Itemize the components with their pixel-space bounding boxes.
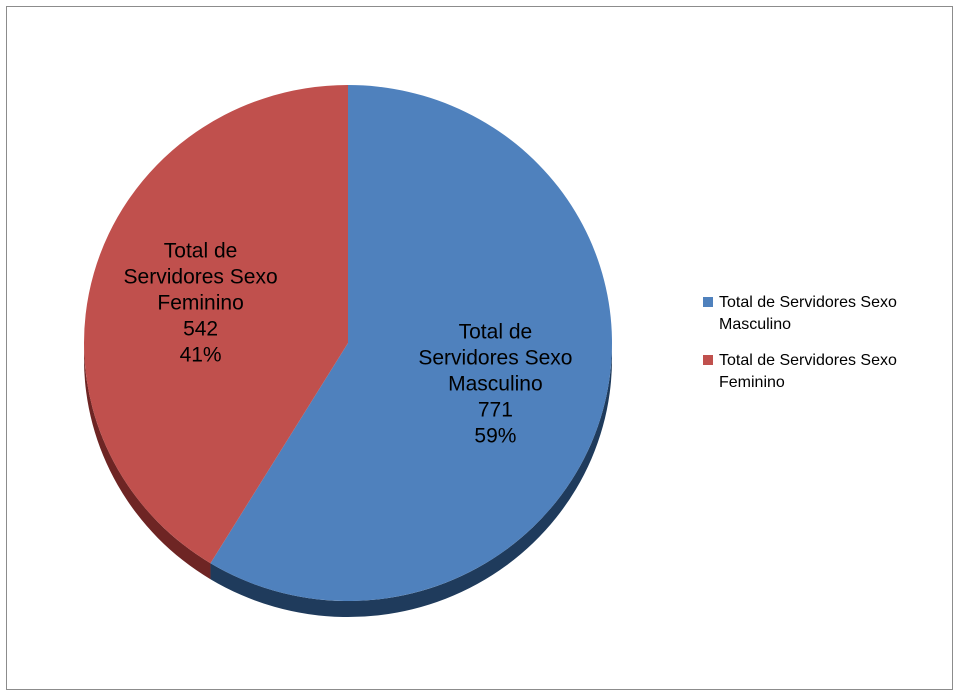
slice-label-0-line-4: 59% [474,424,516,447]
slice-label-1-line-1: Servidores Sexo [124,266,278,289]
slice-label-0-line-3: 771 [478,398,513,421]
slice-label-0-line-2: Masculino [448,372,543,395]
slice-label-1-line-2: Feminino [157,292,243,315]
pie-slices [84,85,613,602]
slice-label-1-line-0: Total de [164,240,238,263]
legend: Total de Servidores Sexo Masculino Total… [703,292,943,408]
legend-item-feminino: Total de Servidores Sexo Feminino [703,350,943,394]
pie-side-0 [210,343,612,618]
legend-swatch-feminino [703,355,713,365]
legend-item-masculino: Total de Servidores Sexo Masculino [703,292,943,336]
pie-slice-1 [84,85,348,564]
pie-3d-sides [83,343,612,618]
slice-label-0-line-0: Total de [459,320,533,343]
legend-label-masculino: Total de Servidores Sexo Masculino [719,294,897,333]
legend-label-feminino: Total de Servidores Sexo Feminino [719,352,897,391]
pie-slice-0 [210,85,613,602]
pie-data-labels: Total de Servidores Sexo Masculino 771 59% To… [124,240,573,448]
slice-label-1-line-3: 542 [183,318,218,341]
legend-swatch-masculino [703,297,713,307]
slice-label-0-line-1: Servidores Sexo [418,346,572,369]
slice-label-1-line-4: 41% [180,344,222,367]
pie-side-1 [83,343,211,580]
